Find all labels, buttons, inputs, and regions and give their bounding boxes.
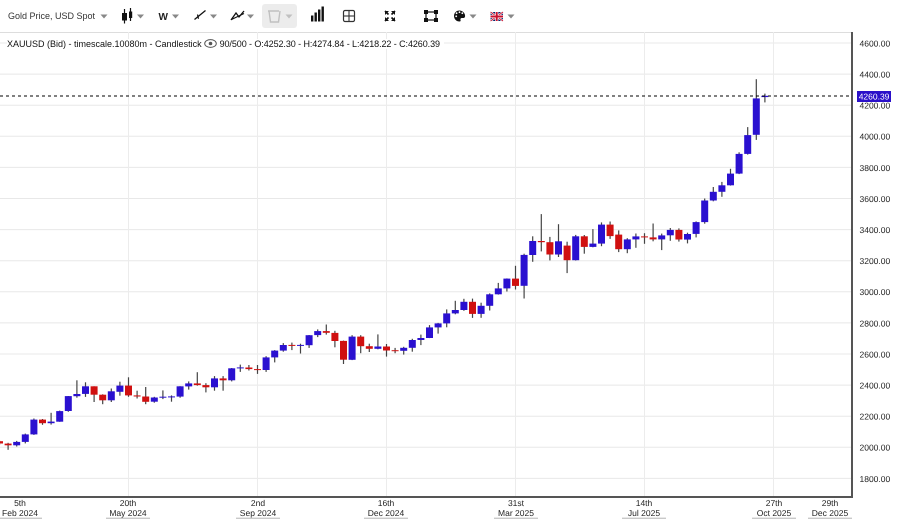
- svg-text:Sep 2024: Sep 2024: [240, 508, 277, 518]
- svg-text:1800.00: 1800.00: [860, 474, 891, 484]
- svg-text:2000.00: 2000.00: [860, 443, 891, 453]
- svg-text:Mar 2025: Mar 2025: [498, 508, 534, 518]
- svg-text:4200.00: 4200.00: [860, 101, 891, 111]
- svg-text:4000.00: 4000.00: [860, 132, 891, 142]
- svg-text:27th: 27th: [766, 498, 783, 508]
- svg-text:5th: 5th: [14, 498, 26, 508]
- svg-text:3000.00: 3000.00: [860, 287, 891, 297]
- svg-text:31st: 31st: [508, 498, 525, 508]
- svg-text:3200.00: 3200.00: [860, 256, 891, 266]
- svg-text:Oct 2025: Oct 2025: [757, 508, 792, 518]
- svg-text:Dec 2024: Dec 2024: [368, 508, 405, 518]
- svg-text:4260.39: 4260.39: [859, 92, 890, 102]
- svg-text:3400.00: 3400.00: [860, 225, 891, 235]
- svg-text:Dec 2025: Dec 2025: [812, 508, 849, 518]
- svg-text:2800.00: 2800.00: [860, 318, 891, 328]
- svg-text:Feb 2024: Feb 2024: [2, 508, 38, 518]
- svg-text:3600.00: 3600.00: [860, 194, 891, 204]
- svg-text:2nd: 2nd: [251, 498, 265, 508]
- svg-text:2600.00: 2600.00: [860, 349, 891, 359]
- svg-text:Jul 2025: Jul 2025: [628, 508, 660, 518]
- svg-text:29th: 29th: [822, 498, 839, 508]
- svg-text:4600.00: 4600.00: [860, 38, 891, 48]
- svg-text:14th: 14th: [636, 498, 653, 508]
- svg-text:4400.00: 4400.00: [860, 70, 891, 80]
- svg-text:16th: 16th: [378, 498, 395, 508]
- svg-text:2400.00: 2400.00: [860, 381, 891, 391]
- svg-text:May 2024: May 2024: [109, 508, 147, 518]
- svg-text:20th: 20th: [120, 498, 137, 508]
- svg-text:2200.00: 2200.00: [860, 412, 891, 422]
- svg-text:3800.00: 3800.00: [860, 163, 891, 173]
- svg-text:W: W: [159, 12, 169, 23]
